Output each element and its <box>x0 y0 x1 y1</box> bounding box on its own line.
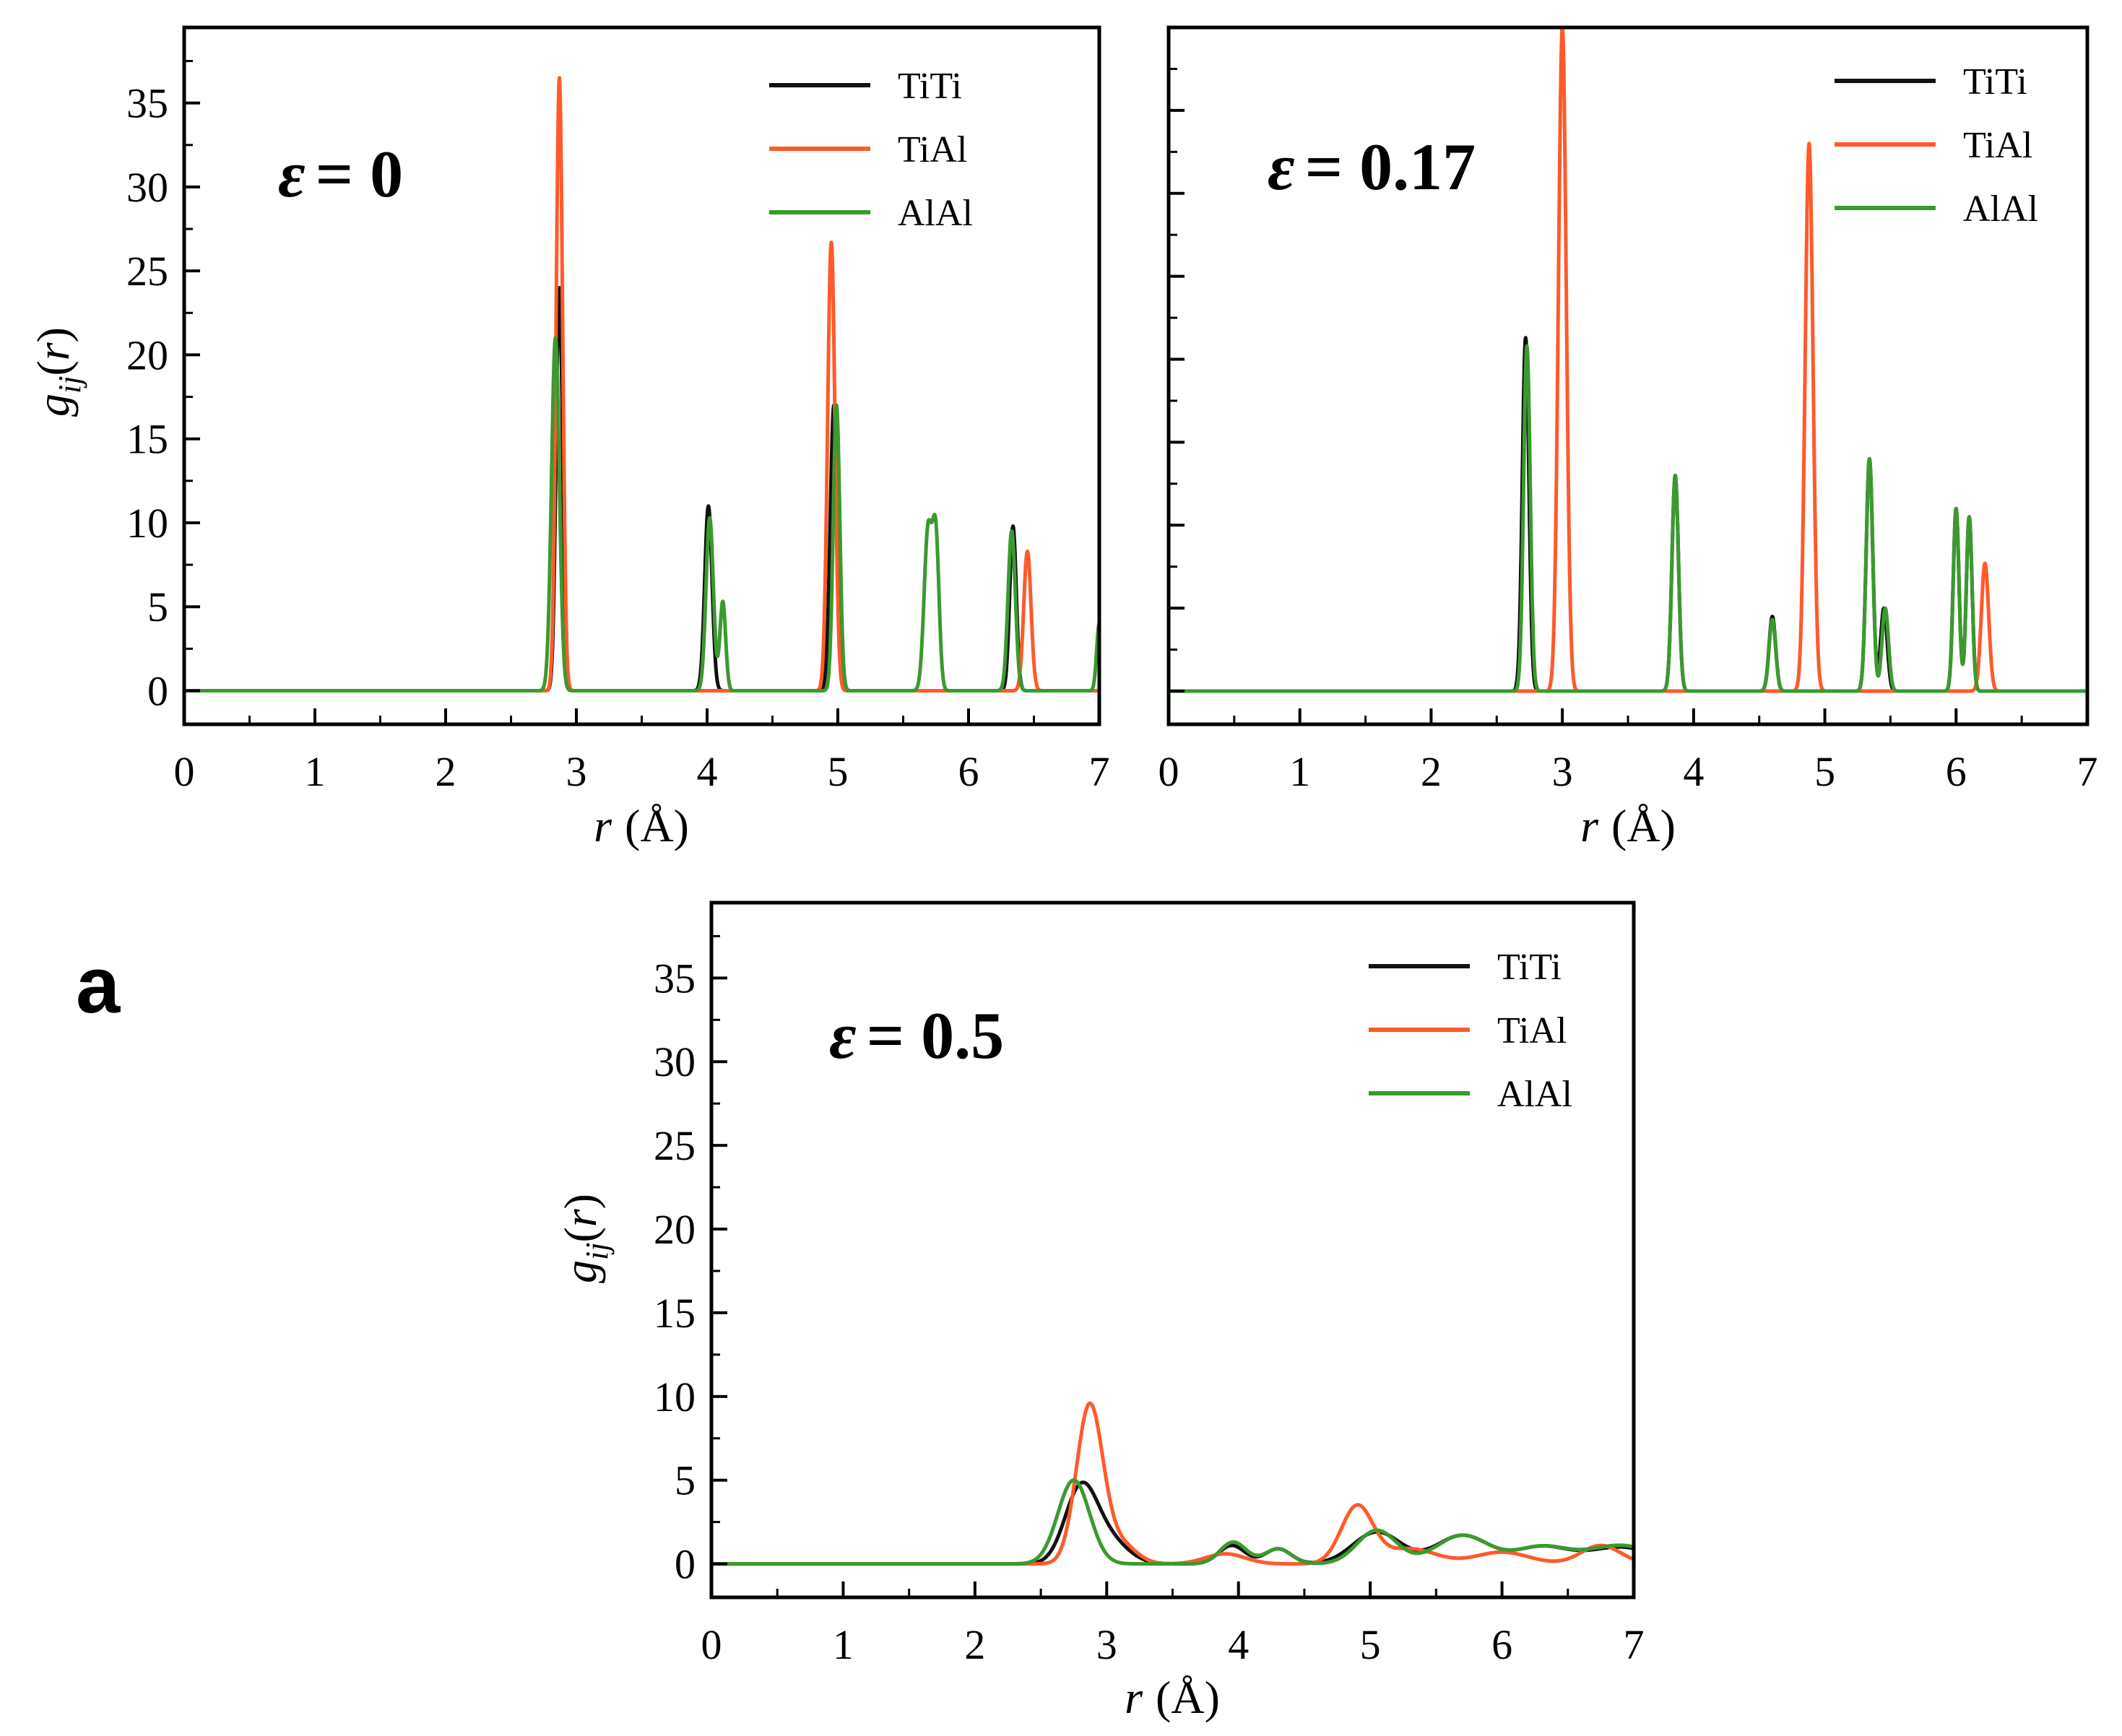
x-tick-label: 3 <box>1096 1621 1117 1668</box>
y-tick-label: 5 <box>147 583 168 630</box>
x-tick-label: 3 <box>1552 748 1573 795</box>
series-line-alal <box>184 336 1099 693</box>
y-tick-label: 15 <box>654 1290 696 1337</box>
x-tick-label: 1 <box>1289 748 1310 795</box>
legend-label-titi: TiTi <box>1497 947 1562 988</box>
epsilon-label: ε = 0 <box>278 137 403 211</box>
x-tick-label: 7 <box>2077 748 2098 795</box>
x-tick-label: 3 <box>566 748 587 795</box>
y-tick-label: 10 <box>126 500 168 547</box>
legend-label-alal: AlAl <box>1497 1074 1572 1115</box>
legend-label-alal: AlAl <box>898 193 973 234</box>
x-tick-label: 2 <box>964 1621 985 1668</box>
y-tick-label: 25 <box>654 1122 696 1169</box>
y-tick-label: 0 <box>675 1541 696 1588</box>
series-line-alal <box>711 1478 1634 1566</box>
plot-area <box>711 1401 1634 1566</box>
epsilon-label: ε = 0.17 <box>1268 130 1476 204</box>
legend-label-tial: TiAl <box>1497 1010 1567 1051</box>
y-tick-label: 35 <box>126 80 168 127</box>
epsilon-label: ε = 0.5 <box>829 999 1004 1072</box>
chart-panel-eps-0.17: 0 1 2 3 4 5 6 7 r (Å) ε = 0.17 TiTi TiAl AlAl <box>1159 25 2098 851</box>
x-tick-label: 2 <box>436 748 456 795</box>
chart-panel-eps-0.5: 0 1 2 3 4 5 6 7 0 5 10 15 20 25 30 35 r (Å) gij(r) ε = 0.5 Ti… <box>555 900 1645 1723</box>
x-tick-label: 4 <box>1228 1621 1249 1668</box>
plot-area <box>184 76 1099 693</box>
legend: TiTi TiAl AlAl <box>769 66 973 234</box>
x-tick-label: 0 <box>701 1621 722 1668</box>
x-tick-label: 6 <box>1946 748 1967 795</box>
y-tick-label: 20 <box>654 1206 696 1253</box>
x-tick-label: 5 <box>1814 748 1835 795</box>
legend: TiTi TiAl AlAl <box>1835 61 2038 230</box>
y-axis-label: gij(r) <box>27 327 87 417</box>
y-tick-label: 35 <box>654 955 696 1002</box>
series-line-alal <box>1169 344 2087 693</box>
x-tick-label: 1 <box>833 1621 854 1668</box>
legend-label-titi: TiTi <box>898 66 962 107</box>
x-tick-label: 4 <box>697 748 718 795</box>
x-tick-label: 6 <box>1491 1621 1512 1668</box>
x-tick-label: 5 <box>828 748 849 795</box>
x-tick-label: 1 <box>305 748 326 795</box>
x-axis-label: r (Å) <box>1125 1672 1220 1723</box>
y-tick-label: 25 <box>126 248 168 295</box>
x-tick-label: 0 <box>174 748 195 795</box>
x-axis-label: r (Å) <box>594 800 689 851</box>
y-tick-label: 20 <box>126 331 168 378</box>
x-tick-label: 7 <box>1624 1621 1645 1668</box>
y-tick-label: 30 <box>126 164 168 211</box>
y-axis-label: gij(r) <box>555 1194 615 1283</box>
x-tick-label: 5 <box>1360 1621 1381 1668</box>
chart-panel-eps-0: 0 1 2 3 4 5 6 7 0 5 10 15 20 25 30 35 r (Å) gij(r) ε = 0 TiTi… <box>27 25 1110 851</box>
legend-label-alal: AlAl <box>1963 188 2038 230</box>
legend-label-tial: TiAl <box>1963 125 2032 166</box>
panel-letter: a <box>76 941 121 1030</box>
y-tick-label: 30 <box>654 1038 696 1085</box>
y-tick-label: 5 <box>675 1457 696 1504</box>
legend: TiTi TiAl AlAl <box>1369 947 1572 1115</box>
y-tick-label: 10 <box>654 1373 696 1420</box>
legend-label-tial: TiAl <box>898 129 967 170</box>
plot-area <box>1169 27 2087 693</box>
x-tick-label: 7 <box>1089 748 1110 795</box>
legend-label-titi: TiTi <box>1963 61 2027 103</box>
x-tick-label: 4 <box>1683 748 1704 795</box>
x-tick-label: 6 <box>958 748 979 795</box>
x-tick-label: 0 <box>1159 748 1179 795</box>
x-axis-label: r (Å) <box>1580 800 1676 851</box>
x-tick-label: 2 <box>1421 748 1442 795</box>
y-tick-label: 0 <box>147 667 168 714</box>
y-tick-label: 15 <box>126 416 168 463</box>
